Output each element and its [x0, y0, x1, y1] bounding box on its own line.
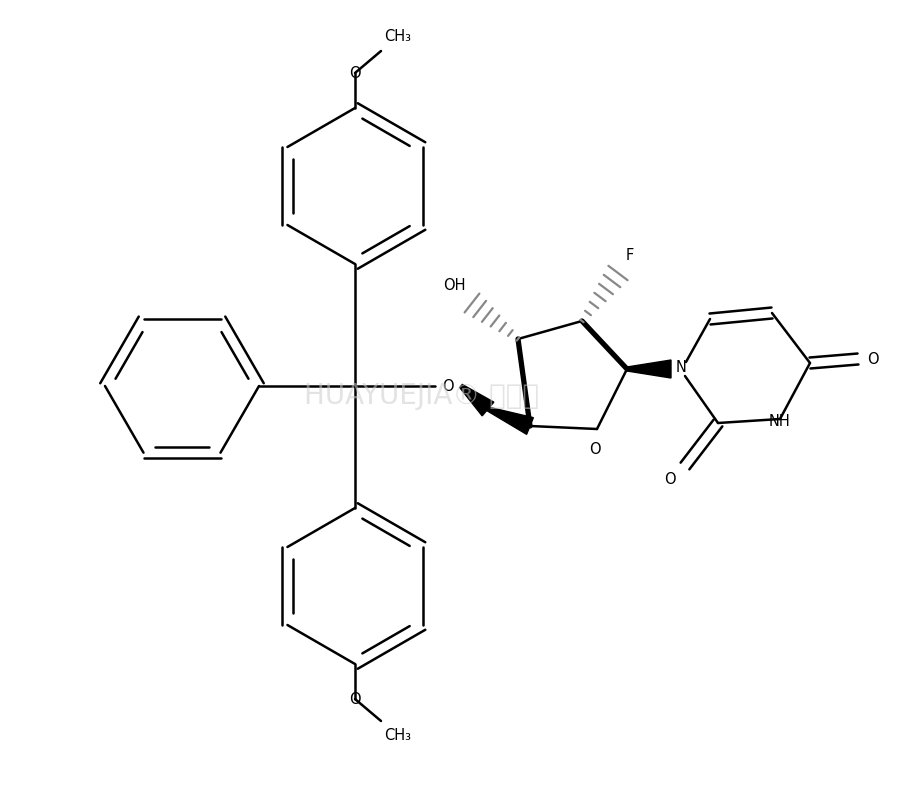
Text: O: O [590, 441, 601, 456]
Text: OH: OH [443, 278, 465, 293]
Text: N: N [676, 359, 687, 374]
Polygon shape [627, 360, 671, 378]
Text: O: O [442, 379, 454, 393]
Polygon shape [487, 407, 534, 434]
Text: O: O [349, 691, 360, 706]
Text: O: O [867, 351, 878, 366]
Text: NH: NH [768, 414, 790, 429]
Text: O: O [349, 66, 360, 81]
Text: F: F [626, 248, 635, 263]
Text: CH₃: CH₃ [384, 28, 412, 44]
Text: CH₃: CH₃ [384, 729, 412, 744]
Text: HUAYUEJIA® 化学加: HUAYUEJIA® 化学加 [304, 381, 539, 410]
Polygon shape [459, 384, 494, 416]
Text: O: O [664, 471, 676, 486]
